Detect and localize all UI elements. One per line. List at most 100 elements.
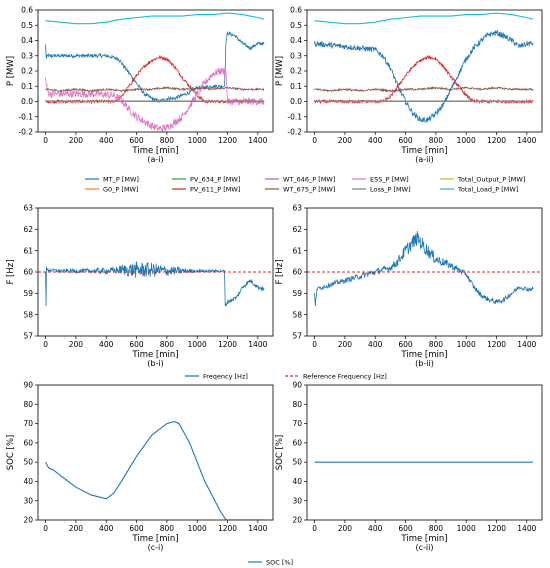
y-tick-label-a-ii: 0.0: [290, 97, 302, 106]
series-WT_675_P-a-ii: [314, 86, 534, 93]
x-tick-label-a-i: 0: [43, 136, 48, 145]
legend-item-WT_675_P-label: WT_675_P [MW]: [283, 185, 335, 193]
series-freq-b-ii: [314, 231, 534, 307]
subplot-label-c-ii: (c-ii): [416, 543, 434, 552]
x-tick-label-a-ii: 0: [312, 136, 317, 145]
x-axis-label-b-ii: Time [min]: [400, 350, 447, 360]
y-tick-label-b-ii: 61: [292, 246, 302, 255]
chart-c-ii: 0 200 400 600 800 1000 1200 1400 20 30 40 50 60 70 80 9…: [275, 381, 543, 552]
y-tick-label-b-ii: 58: [292, 310, 302, 319]
y-tick-label-a-i: 0.4: [21, 36, 33, 45]
y-tick-label-a-ii: 0.3: [290, 51, 302, 60]
y-tick-label-c-ii: 40: [292, 477, 302, 486]
y-tick-label-c-i: 50: [23, 458, 33, 467]
plot-area-a-ii: [314, 12, 534, 124]
legend-item-Total_Output_P-label: Total_Output_P [MW]: [457, 175, 525, 183]
y-tick-label-b-ii: 59: [292, 289, 302, 298]
y-tick-label-c-i: 70: [23, 419, 33, 428]
series-MT_P-a-ii: [314, 29, 534, 124]
y-tick-label-a-i: -0.2: [18, 128, 33, 137]
x-tick-label-a-i: 1000: [188, 136, 207, 145]
y-tick-label-a-ii: 0.1: [290, 82, 302, 91]
x-tick-label-c-ii: 800: [429, 524, 444, 533]
x-axis-label-a-i: Time [min]: [131, 146, 178, 156]
x-tick-label-b-ii: 1200: [487, 340, 506, 349]
y-tick-label-c-i: 60: [23, 438, 33, 447]
y-tick-label-c-i: 40: [23, 477, 33, 486]
y-tick-label-b-i: 61: [23, 246, 33, 255]
subplot-label-a-i: (a-i): [147, 155, 163, 164]
legend-item-G0_P-label: G0_P [MW]: [103, 185, 139, 193]
x-tick-label-b-ii: 1000: [457, 340, 476, 349]
x-tick-label-c-i: 1400: [248, 524, 267, 533]
legend-item-Total_Load_P-label: Total_Load_P [MW]: [457, 185, 518, 193]
series-PV_611_P-a-ii: [314, 54, 534, 105]
x-tick-label-c-i: 200: [69, 524, 84, 533]
x-tick-label-b-i: 400: [99, 340, 114, 349]
x-tick-label-a-i: 400: [99, 136, 114, 145]
legend-item-ref-label: Reference Frequency [Hz]: [303, 372, 387, 380]
x-tick-label-a-ii: 600: [398, 136, 413, 145]
x-tick-label-a-ii: 1200: [487, 136, 506, 145]
y-tick-label-a-ii: 0.6: [290, 6, 302, 15]
x-tick-label-c-ii: 0: [312, 524, 317, 533]
y-tick-label-c-i: 80: [23, 400, 33, 409]
series-ESS_P-a-i: [45, 67, 265, 132]
x-axis-label-a-ii: Time [min]: [400, 146, 447, 156]
y-tick-label-a-ii: -0.1: [287, 112, 302, 121]
x-tick-label-c-i: 1200: [218, 524, 237, 533]
axes-frame-c-i: [37, 384, 274, 521]
x-tick-label-c-i: 800: [160, 524, 175, 533]
y-tick-label-c-ii: 80: [292, 400, 302, 409]
x-tick-label-b-i: 0: [43, 340, 48, 349]
subplot-label-a-ii: (a-ii): [415, 155, 433, 164]
legend-item-WT_646_P-label: WT_646_P [MW]: [283, 175, 335, 183]
y-tick-label-a-ii: 0.2: [290, 67, 302, 76]
series-Total_Load_P-a-i: [45, 12, 265, 25]
plot-area-c-i: [45, 421, 264, 520]
y-axis-label-b-ii: F [Hz]: [275, 259, 285, 284]
series-soc-c-i: [45, 421, 264, 520]
x-tick-label-a-ii: 1000: [457, 136, 476, 145]
y-axis-label-c-i: SOC [%]: [6, 435, 16, 470]
x-tick-label-b-ii: 1400: [517, 340, 536, 349]
subplot-label-c-i: (c-i): [148, 543, 164, 552]
y-tick-label-b-i: 58: [23, 310, 33, 319]
y-tick-label-b-ii: 63: [292, 204, 302, 213]
x-tick-label-b-ii: 800: [429, 340, 444, 349]
y-axis-label-a-ii: P [MW]: [275, 56, 285, 86]
x-tick-label-b-i: 1200: [218, 340, 237, 349]
x-tick-label-c-i: 600: [129, 524, 144, 533]
x-tick-label-a-i: 1200: [218, 136, 237, 145]
y-tick-label-a-ii: -0.2: [287, 128, 302, 137]
x-tick-label-c-ii: 400: [368, 524, 383, 533]
legend-item-soc-label: SOC [%]: [266, 558, 293, 566]
x-tick-label-c-ii: 1200: [487, 524, 506, 533]
plot-area-b-i: [38, 261, 273, 307]
chart-b-i: 0 200 400 600 800 1000 1200 1400 57 58 59 60 61 62 63 T…: [6, 204, 274, 368]
y-tick-label-c-i: 20: [23, 516, 33, 525]
x-tick-label-a-i: 1400: [248, 136, 267, 145]
x-tick-label-a-ii: 400: [368, 136, 383, 145]
legend-item-ESS_P-label: ESS_P [MW]: [370, 175, 409, 183]
y-tick-label-c-ii: 90: [292, 381, 302, 390]
y-axis-label-a-i: P [MW]: [6, 56, 16, 86]
y-tick-label-b-i: 62: [23, 225, 33, 234]
y-tick-label-c-ii: 20: [292, 516, 302, 525]
y-tick-label-a-i: 0.1: [21, 82, 33, 91]
x-tick-label-b-ii: 600: [398, 340, 413, 349]
y-tick-label-b-ii: 57: [292, 332, 302, 341]
series-MT_P-a-i: [45, 31, 265, 103]
chart-a-i: 0 200 400 600 800 1000 1200 1400 -0.2 -0.1 0.0 0.1 0…: [6, 6, 274, 164]
series-WT_675_P-a-i: [45, 85, 265, 93]
x-tick-label-a-ii: 1400: [517, 136, 536, 145]
subplot-label-b-i: (b-i): [147, 359, 163, 368]
y-axis-label-c-ii: SOC [%]: [275, 435, 285, 470]
x-tick-label-a-i: 200: [69, 136, 84, 145]
plot-area-b-ii: [307, 231, 542, 307]
axes-frame-a-ii: [306, 9, 543, 133]
x-axis-label-c-ii: Time [min]: [400, 534, 447, 544]
y-tick-label-a-i: -0.1: [18, 112, 33, 121]
y-tick-label-a-i: 0.5: [21, 21, 33, 30]
